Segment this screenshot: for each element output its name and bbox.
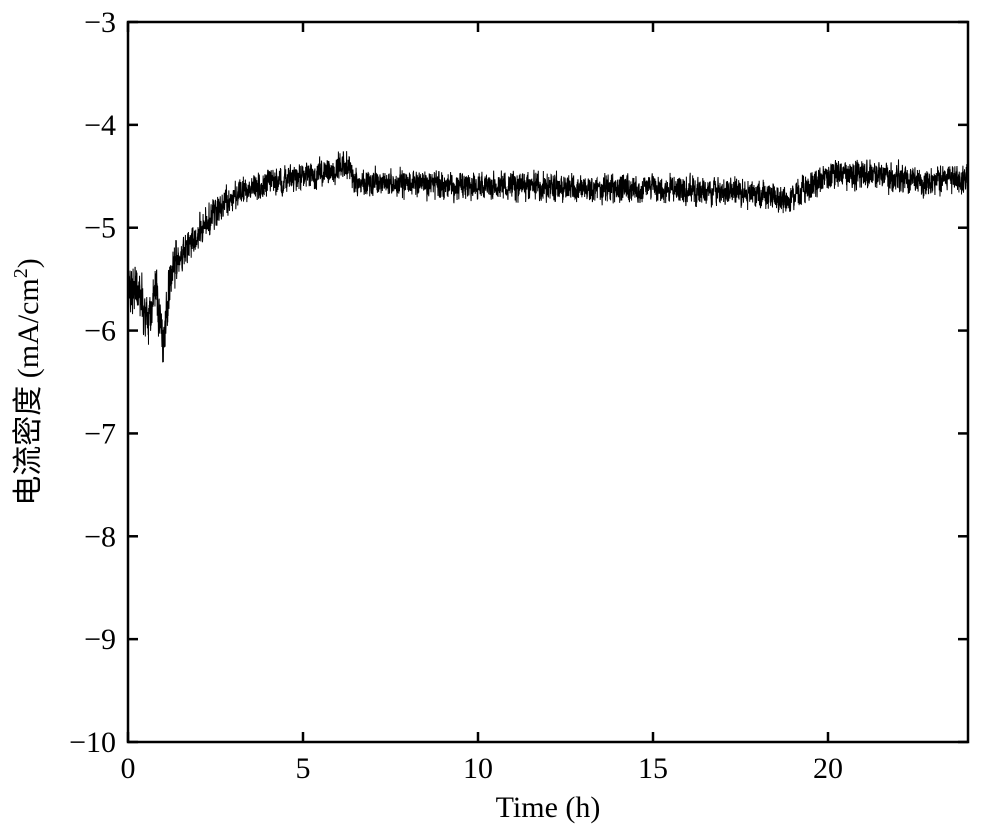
y-tick-label: −9 bbox=[84, 623, 116, 656]
x-tick-label: 15 bbox=[638, 752, 668, 785]
x-axis-label: Time (h) bbox=[496, 791, 601, 824]
x-tick-label: 20 bbox=[813, 752, 843, 785]
x-tick-label: 0 bbox=[121, 752, 136, 785]
current-density-chart: 0 5 10 15 20 −10 −9 −8 −7 −6 −5 −4 −3 Time (h) 电流密度 (m… bbox=[0, 0, 1000, 827]
y-tick-label: −7 bbox=[84, 417, 116, 450]
y-tick-label: −10 bbox=[69, 726, 116, 759]
y-tick-label: −6 bbox=[84, 315, 116, 348]
y-axis-label: 电流密度 (mA/cm2) bbox=[10, 258, 45, 505]
y-tick-label: −3 bbox=[84, 6, 116, 39]
x-tick-label: 5 bbox=[296, 752, 311, 785]
y-tick-label: −4 bbox=[84, 109, 116, 142]
x-tick-label: 10 bbox=[463, 752, 493, 785]
y-tick-label: −8 bbox=[84, 520, 116, 553]
y-tick-label: −5 bbox=[84, 212, 116, 245]
chart-container: 0 5 10 15 20 −10 −9 −8 −7 −6 −5 −4 −3 Time (h) 电流密度 (m… bbox=[0, 0, 1000, 827]
